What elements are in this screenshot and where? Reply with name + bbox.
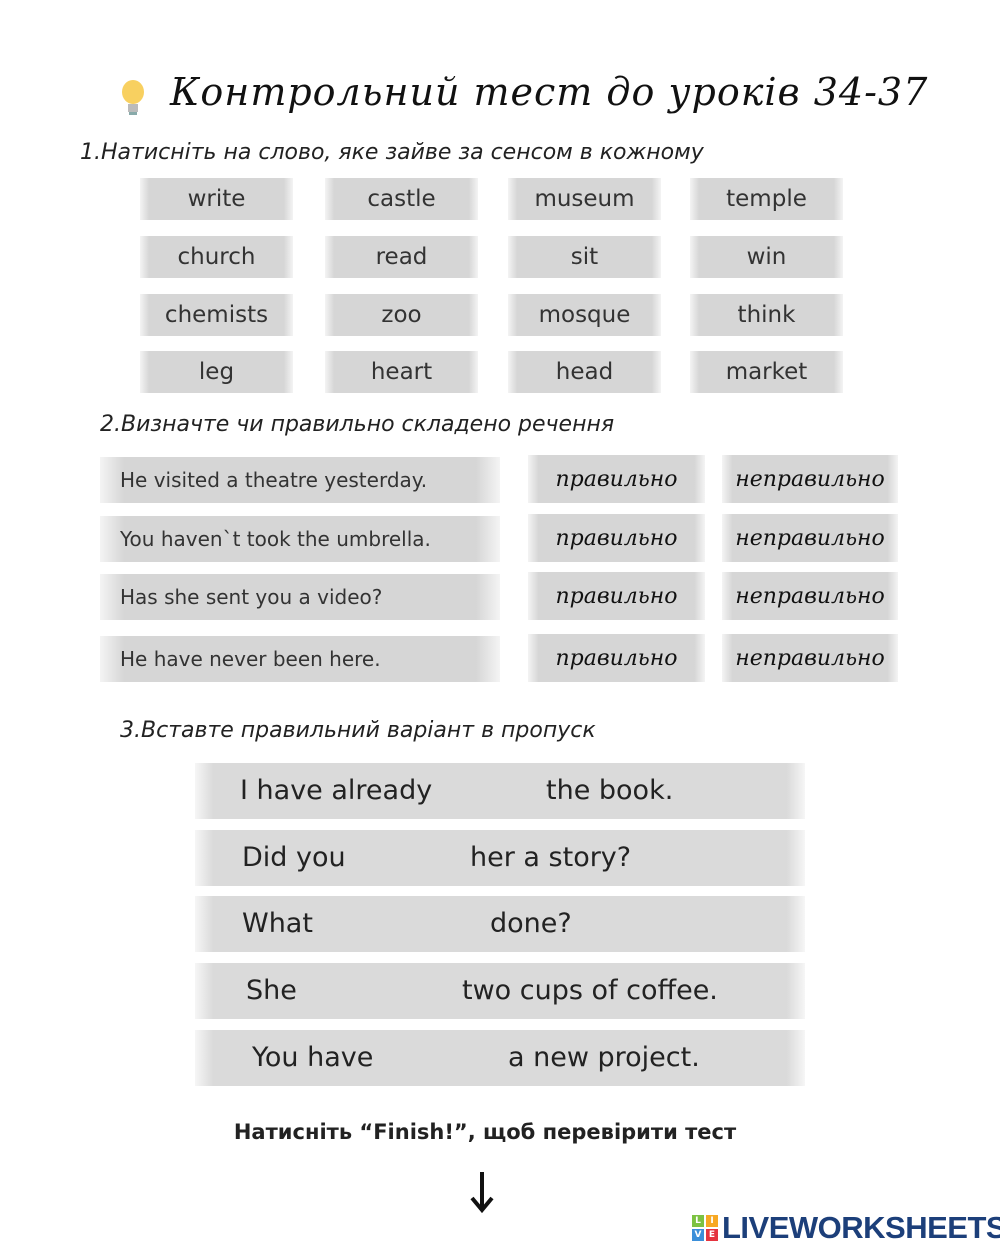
- sentence-start: She: [246, 975, 297, 1006]
- lightbulb-icon: [122, 80, 144, 115]
- fill-in-row: What done?: [195, 896, 805, 952]
- blank-input[interactable]: [366, 1038, 502, 1080]
- word-option[interactable]: mosque: [508, 294, 661, 336]
- fill-in-row: You have a new project.: [195, 1030, 805, 1086]
- logo-letter: V: [692, 1229, 704, 1241]
- word-option[interactable]: market: [690, 351, 843, 393]
- word-option[interactable]: chemists: [140, 294, 293, 336]
- word-option[interactable]: sit: [508, 236, 661, 278]
- blank-input[interactable]: [432, 771, 540, 813]
- logo-letter: E: [706, 1229, 718, 1241]
- sentence-end: two cups of coffee.: [462, 975, 718, 1006]
- word-option[interactable]: leg: [140, 351, 293, 393]
- correct-button[interactable]: правильно: [528, 514, 705, 562]
- word-option[interactable]: read: [325, 236, 478, 278]
- sentence-start: Did you: [242, 842, 346, 873]
- sentence-start: What: [242, 908, 313, 939]
- page-title: Контрольний тест до уроків 34-37: [170, 70, 929, 114]
- word-option[interactable]: temple: [690, 178, 843, 220]
- word-option[interactable]: think: [690, 294, 843, 336]
- correct-button[interactable]: правильно: [528, 634, 705, 682]
- question-1-heading: 1.Натисніть на слово, яке зайве за сенсо…: [80, 140, 704, 165]
- word-option[interactable]: head: [508, 351, 661, 393]
- word-option[interactable]: museum: [508, 178, 661, 220]
- fill-in-row: She two cups of coffee.: [195, 963, 805, 1019]
- correct-button[interactable]: правильно: [528, 455, 705, 503]
- word-option[interactable]: win: [690, 236, 843, 278]
- logo-letter: L: [692, 1215, 704, 1227]
- word-option[interactable]: heart: [325, 351, 478, 393]
- finish-instruction: Натисніть “Finish!”, щоб перевірити тест: [233, 1120, 737, 1144]
- word-option[interactable]: church: [140, 236, 293, 278]
- word-option[interactable]: castle: [325, 178, 478, 220]
- sentence-start: You have: [252, 1042, 374, 1073]
- question-3-heading: 3.Вставте правильний варіант в пропуск: [120, 718, 596, 743]
- sentence-end: a new project.: [508, 1042, 700, 1073]
- sentence-start: I have already: [240, 775, 433, 806]
- sentence-end: done?: [490, 908, 572, 939]
- fill-in-row: I have already the book.: [195, 763, 805, 819]
- incorrect-button[interactable]: неправильно: [722, 572, 898, 620]
- incorrect-button[interactable]: неправильно: [722, 455, 898, 503]
- sentence-end: her a story?: [470, 842, 632, 873]
- sentence-end: the book.: [546, 775, 674, 806]
- fill-in-row: Did you her a story?: [195, 830, 805, 886]
- sentence: He have never been here.: [100, 636, 500, 682]
- incorrect-button[interactable]: неправильно: [722, 634, 898, 682]
- logo-letter: I: [706, 1215, 718, 1227]
- blank-input[interactable]: [343, 838, 464, 880]
- sentence: Has she sent you a video?: [100, 574, 500, 620]
- correct-button[interactable]: правильно: [528, 572, 705, 620]
- sentence: You haven`t took the umbrella.: [100, 516, 500, 562]
- incorrect-button[interactable]: неправильно: [722, 514, 898, 562]
- word-option[interactable]: zoo: [325, 294, 478, 336]
- sentence: He visited a theatre yesterday.: [100, 457, 500, 503]
- word-option[interactable]: write: [140, 178, 293, 220]
- blank-input[interactable]: [304, 904, 484, 946]
- arrow-down-icon: [470, 1172, 494, 1214]
- question-2-heading: 2.Визначте чи правильно складено речення: [100, 412, 615, 437]
- blank-input[interactable]: [295, 971, 456, 1013]
